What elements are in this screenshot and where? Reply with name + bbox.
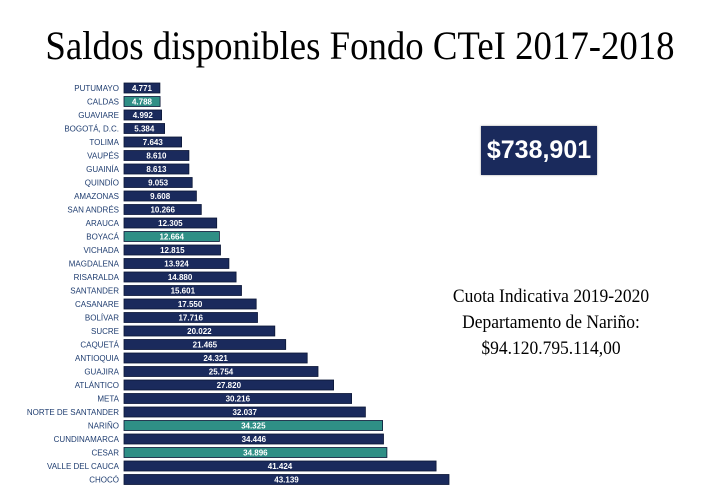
bar-value-label: 8.613 bbox=[146, 165, 167, 174]
category-label: TOLIMA bbox=[89, 138, 119, 147]
bar-value-label: 5.384 bbox=[134, 125, 155, 134]
category-label: ARAUCA bbox=[86, 219, 120, 228]
quota-note: Cuota Indicativa 2019-2020 Departamento … bbox=[420, 284, 682, 362]
bar bbox=[123, 285, 242, 296]
bar-value-label: 9.053 bbox=[148, 179, 169, 188]
bar bbox=[123, 393, 353, 404]
bar bbox=[123, 298, 257, 310]
bar bbox=[123, 352, 308, 364]
category-label: CHOCÓ bbox=[89, 476, 119, 485]
category-label: NORTE DE SANTANDER bbox=[27, 408, 119, 417]
bar-value-label: 21.465 bbox=[193, 341, 218, 350]
bar bbox=[123, 420, 384, 431]
page-title: Saldos disponibles Fondo CTeI 2017-2018 bbox=[45, 23, 675, 68]
total-balance-box: $738,901 bbox=[481, 126, 597, 175]
bar bbox=[123, 244, 221, 256]
bar-value-label: 17.550 bbox=[178, 300, 203, 309]
bar bbox=[123, 366, 319, 377]
category-label: GUAJIRA bbox=[84, 368, 119, 377]
bar bbox=[123, 312, 258, 323]
bar bbox=[123, 96, 161, 107]
bar bbox=[123, 123, 165, 134]
bar-value-label: 24.321 bbox=[203, 354, 228, 363]
bar-value-label: 15.601 bbox=[171, 287, 196, 296]
category-label: VALLE DEL CAUCA bbox=[47, 462, 120, 471]
bar bbox=[123, 217, 218, 229]
bar-value-label: 9.608 bbox=[150, 192, 171, 201]
bar bbox=[123, 406, 366, 418]
bar-value-label: 41.424 bbox=[268, 462, 293, 471]
bar-value-label: 4.992 bbox=[133, 111, 154, 120]
bar-value-label: 34.325 bbox=[241, 422, 266, 431]
bar bbox=[123, 163, 190, 175]
bar-value-label: 7.643 bbox=[143, 138, 164, 147]
category-label: CAQUETÁ bbox=[80, 341, 119, 350]
bar bbox=[123, 447, 388, 458]
category-label: SANTANDER bbox=[70, 287, 119, 296]
bar bbox=[123, 433, 384, 445]
bar bbox=[123, 258, 230, 269]
bar-value-label: 4.788 bbox=[132, 98, 153, 107]
category-label: MAGDALENA bbox=[69, 260, 120, 269]
bar-value-label: 34.896 bbox=[243, 449, 268, 458]
bar-value-label: 8.610 bbox=[146, 152, 167, 161]
bar bbox=[123, 109, 162, 121]
category-label: CALDAS bbox=[87, 98, 119, 107]
category-label: CASANARE bbox=[75, 300, 119, 309]
category-label: QUINDÍO bbox=[85, 179, 119, 188]
bar bbox=[123, 82, 161, 94]
bar bbox=[123, 190, 197, 202]
category-label: CUNDINAMARCA bbox=[54, 435, 120, 444]
quota-line-1: Cuota Indicativa 2019-2020 bbox=[452, 286, 650, 307]
bar-value-label: 10.266 bbox=[150, 206, 175, 215]
category-label: GUAINÍA bbox=[86, 165, 120, 174]
bar bbox=[123, 379, 335, 391]
quota-line-3: $94.120.795.114,00 bbox=[481, 338, 621, 359]
bar-value-label: 27.820 bbox=[217, 381, 242, 390]
bar bbox=[123, 150, 190, 161]
bar bbox=[123, 339, 287, 350]
category-label: ATLÁNTICO bbox=[75, 381, 119, 390]
category-label: BOYACÁ bbox=[86, 233, 119, 242]
category-label: CESAR bbox=[91, 449, 119, 458]
bar-value-label: 43.139 bbox=[274, 476, 299, 485]
quota-line-2: Departamento de Nariño: bbox=[462, 312, 640, 333]
bar bbox=[123, 177, 193, 188]
bar-value-label: 20.022 bbox=[187, 327, 212, 336]
category-label: BOLÍVAR bbox=[85, 314, 119, 323]
bar-value-label: 17.716 bbox=[178, 314, 203, 323]
category-label: SAN ANDRÉS bbox=[67, 206, 119, 215]
category-label: RISARALDA bbox=[74, 273, 120, 282]
category-label: META bbox=[97, 395, 119, 404]
bar-value-label: 13.924 bbox=[164, 260, 189, 269]
category-label: ANTIOQUIA bbox=[75, 354, 120, 363]
bar-value-label: 12.664 bbox=[159, 233, 184, 242]
category-label: VAUPÉS bbox=[87, 152, 119, 161]
bar-value-label: 25.754 bbox=[209, 368, 234, 377]
bar-value-label: 34.446 bbox=[242, 435, 267, 444]
category-label: SUCRE bbox=[91, 327, 119, 336]
bar-value-label: 4.771 bbox=[132, 84, 153, 93]
category-label: PUTUMAYO bbox=[74, 84, 119, 93]
bar bbox=[123, 231, 220, 242]
bar bbox=[123, 271, 237, 283]
bar bbox=[123, 204, 202, 215]
bar bbox=[123, 136, 182, 148]
bar-value-label: 32.037 bbox=[232, 408, 257, 417]
bar bbox=[123, 325, 276, 337]
category-label: GUAVIARE bbox=[78, 111, 119, 120]
bar-value-label: 12.815 bbox=[160, 246, 185, 255]
category-label: BOGOTÁ, D.C. bbox=[64, 125, 119, 134]
category-label: AMAZONAS bbox=[74, 192, 119, 201]
bar bbox=[123, 474, 450, 485]
bar bbox=[123, 460, 437, 472]
bar-value-label: 12.305 bbox=[158, 219, 183, 228]
category-label: NARIÑO bbox=[88, 422, 119, 431]
category-label: VICHADA bbox=[83, 246, 119, 255]
bar-value-label: 30.216 bbox=[226, 395, 251, 404]
bar-value-label: 14.880 bbox=[168, 273, 193, 282]
